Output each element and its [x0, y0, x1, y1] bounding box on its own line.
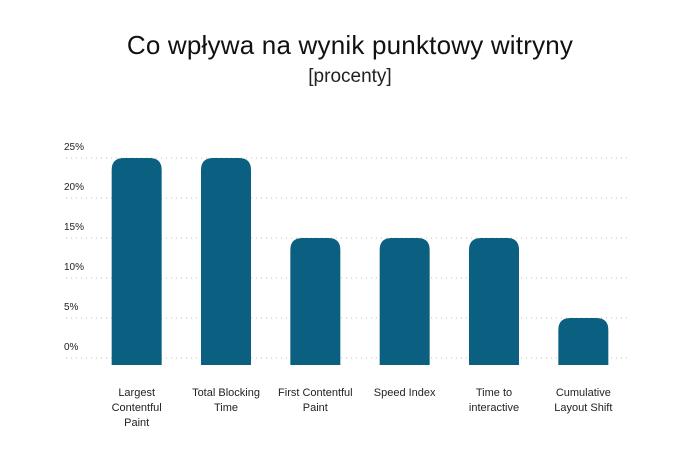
x-category-label: First Contentful Paint — [278, 387, 353, 414]
x-category-label: Total Blocking Time — [192, 387, 260, 414]
gridlines — [66, 157, 628, 359]
x-category-label-line: Largest — [118, 387, 155, 399]
bar — [201, 158, 251, 365]
bars — [111, 158, 609, 365]
chart-title: Co wpływa na wynik punktowy witryny — [126, 30, 574, 60]
y-tick-label: 20% — [64, 182, 84, 193]
y-tick-label: 10% — [64, 262, 84, 273]
x-category-label-line: Time to — [476, 387, 512, 399]
bar — [558, 318, 609, 365]
bar — [111, 158, 162, 365]
bar — [290, 238, 341, 365]
x-category-label: Cumulative Layout Shift — [554, 387, 612, 414]
y-axis-ticks: 0% 5% 10% 15% 20% 25% — [64, 142, 84, 353]
x-category-label-line: Cumulative — [556, 387, 611, 399]
x-category-label: Largest Contentful Paint — [112, 387, 162, 429]
x-category-label: Time to interactive — [469, 387, 519, 414]
x-category-label-line: Paint — [303, 402, 328, 414]
x-axis-labels: Largest Contentful Paint Total Blocking Time… — [112, 387, 613, 429]
x-category-label-line: interactive — [469, 402, 519, 414]
y-tick-label: 0% — [64, 342, 79, 353]
x-category-label-line: First Contentful — [278, 387, 353, 399]
bar — [379, 238, 430, 365]
y-tick-label: 25% — [64, 142, 84, 153]
chart-subtitle: [procenty] — [308, 66, 392, 87]
x-category-label-line: Total Blocking — [192, 387, 260, 399]
x-category-label-line: Time — [214, 402, 238, 414]
x-category-label-line: Layout Shift — [554, 402, 612, 414]
x-category-label-line: Speed Index — [374, 387, 436, 399]
y-tick-label: 15% — [64, 222, 84, 233]
y-tick-label: 5% — [64, 302, 79, 313]
bar — [469, 238, 519, 365]
x-category-label: Speed Index — [374, 387, 436, 399]
x-category-label-line: Paint — [124, 417, 149, 429]
x-category-label-line: Contentful — [112, 402, 162, 414]
